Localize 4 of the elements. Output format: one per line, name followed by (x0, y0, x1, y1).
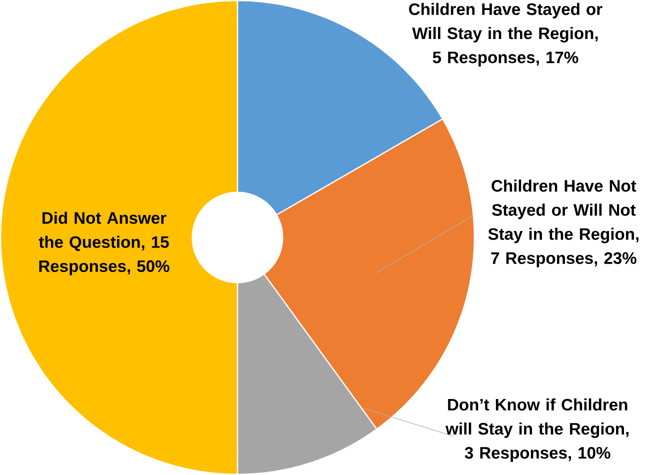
slice-label: Children Have Not Stayed or Will Not Stay in the Region, 7 Responses, 23% (488, 180, 638, 268)
slice-label: Did Not Answer the Question, 15 Responses, 50% (38, 212, 170, 276)
slice-label: Children Have Stayed or Will Stay in the Region, 5 Responses, 17% (409, 2, 602, 67)
slice-label: Don’t Know if Children will Stay in the Region, 3 Responses, 10% (446, 398, 629, 462)
